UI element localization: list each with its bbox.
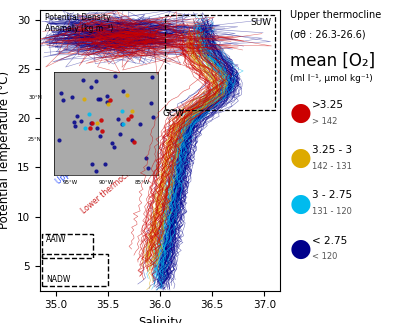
Bar bbox=[42, 234, 93, 258]
Text: 131 - 120: 131 - 120 bbox=[312, 207, 352, 216]
Text: GCW: GCW bbox=[162, 109, 184, 118]
Text: Upper thermocline: Upper thermocline bbox=[55, 133, 115, 186]
Bar bbox=[42, 254, 108, 286]
Y-axis label: Potential Temperature (°C): Potential Temperature (°C) bbox=[0, 71, 12, 229]
Text: (ml l⁻¹, μmol kg⁻¹): (ml l⁻¹, μmol kg⁻¹) bbox=[290, 74, 373, 83]
Text: 142 - 131: 142 - 131 bbox=[312, 162, 352, 171]
Text: (σθ : 26.3-26.6): (σθ : 26.3-26.6) bbox=[290, 29, 366, 39]
Text: ●: ● bbox=[290, 146, 312, 170]
Text: Upper thermocline: Upper thermocline bbox=[290, 10, 381, 20]
Text: 3.25 - 3: 3.25 - 3 bbox=[312, 145, 352, 155]
Text: ●: ● bbox=[290, 101, 312, 125]
Bar bbox=[165, 15, 275, 110]
Text: > 142: > 142 bbox=[312, 117, 337, 126]
Text: SUW: SUW bbox=[250, 17, 272, 26]
Text: < 2.75: < 2.75 bbox=[312, 236, 347, 245]
Text: ●: ● bbox=[290, 237, 312, 261]
Text: ●: ● bbox=[290, 192, 312, 215]
Text: < 120: < 120 bbox=[312, 252, 337, 261]
Text: Potential Density
Anomaly (kg m⁻³): Potential Density Anomaly (kg m⁻³) bbox=[45, 13, 113, 33]
X-axis label: Salinity: Salinity bbox=[138, 316, 182, 323]
Text: Lower thermocline: Lower thermocline bbox=[80, 163, 140, 215]
Text: mean [O₂]: mean [O₂] bbox=[290, 52, 375, 70]
Text: NADW: NADW bbox=[46, 275, 71, 284]
Text: 3 - 2.75: 3 - 2.75 bbox=[312, 191, 352, 200]
Text: >3.25: >3.25 bbox=[312, 100, 344, 110]
Text: AAIW: AAIW bbox=[46, 235, 67, 244]
